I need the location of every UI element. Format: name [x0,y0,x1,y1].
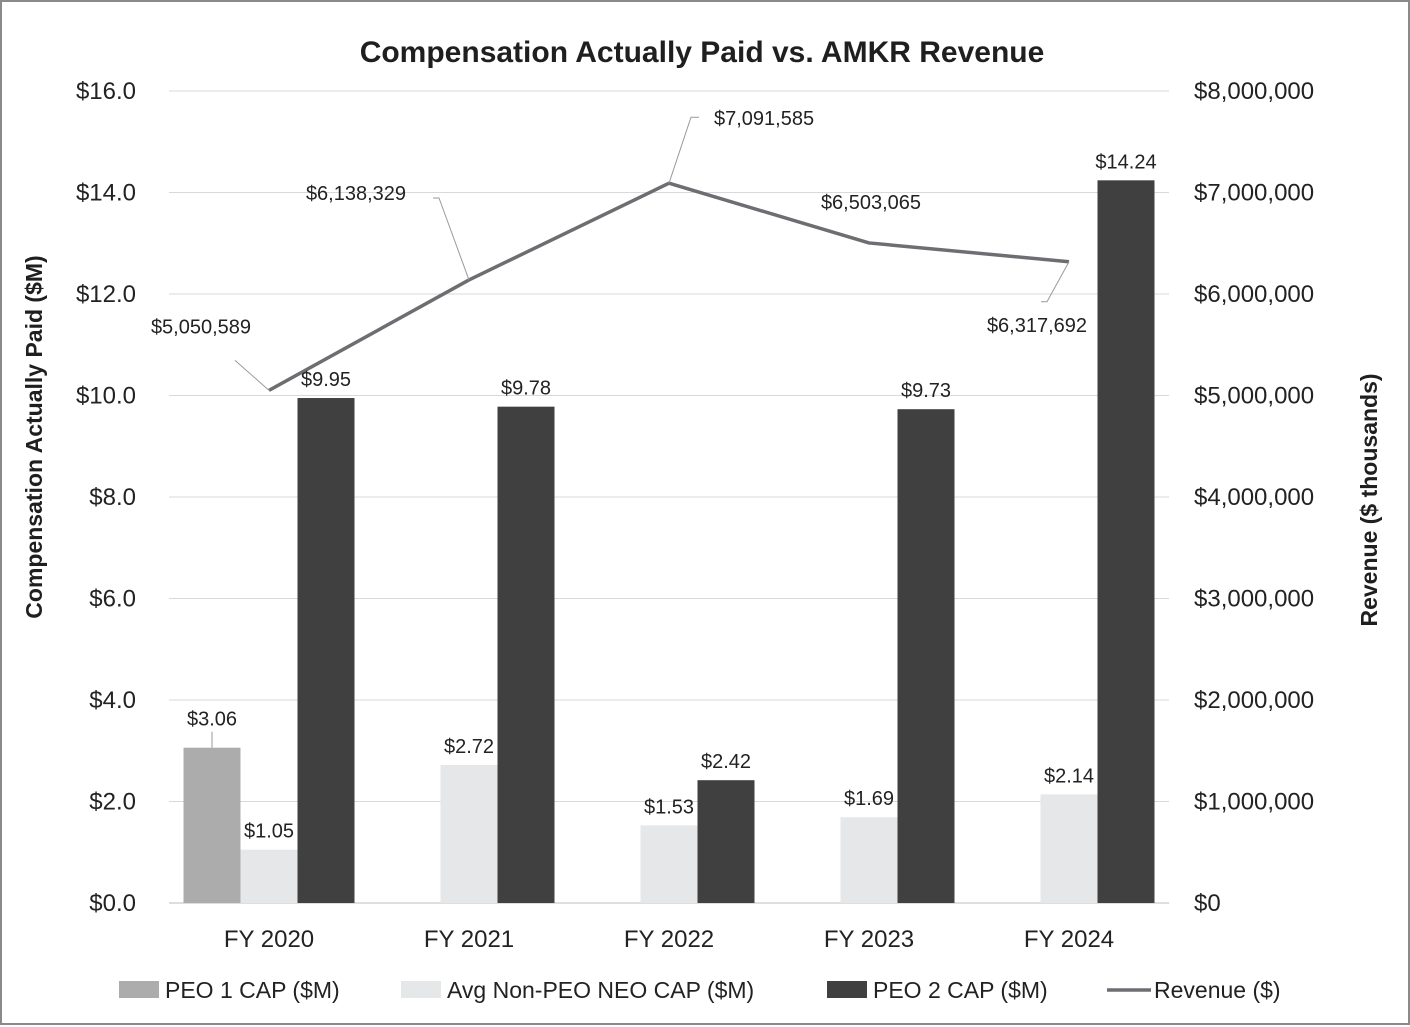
bar-data-label: $3.06 [187,709,237,731]
y-tick-label: $2.0 [89,789,136,816]
x-tick-label: FY 2020 [224,926,314,953]
bar-data-label: $9.95 [301,369,351,391]
line-data-label: $6,138,329 [306,183,406,205]
bar [640,825,698,903]
bar [497,406,555,903]
line-data-label: $6,503,065 [821,192,921,214]
data-label-leader [1041,261,1070,303]
bar-data-label: $2.42 [701,751,751,773]
x-tick-label: FY 2023 [824,926,914,953]
bar [440,764,498,903]
y-tick-label: $14.0 [76,180,136,207]
bar-data-label: $1.69 [844,788,894,810]
bar-data-label: $1.05 [244,821,294,843]
y2-tick-label: $4,000,000 [1194,484,1314,511]
y-tick-label: $6.0 [89,586,136,613]
y-axis-title: Compensation Actually Paid ($M) [21,255,47,618]
y-tick-label: $4.0 [89,687,136,714]
bar-data-label: $1.53 [644,796,694,818]
bar [840,817,898,903]
y2-tick-label: $6,000,000 [1194,281,1314,308]
x-tick-label: FY 2022 [624,926,714,953]
y-tick-label: $16.0 [76,78,136,105]
bar-data-label: $14.24 [1095,151,1156,173]
bar-data-label: $9.73 [901,380,951,402]
y2-tick-label: $0 [1194,890,1221,917]
ticks: $0.0 $0 $2.0 $1,000,000 $4.0 $2,000,000 $6.0 $3… [76,78,1314,953]
line-data-label: $7,091,585 [714,108,814,130]
bar-data-label: $9.78 [501,378,551,400]
y-tick-label: $8.0 [89,484,136,511]
y2-tick-label: $5,000,000 [1194,383,1314,410]
y2-axis-title: Revenue ($ thousands) [1356,373,1382,626]
revenue-line-group [268,181,1070,392]
data-label-leader [433,197,470,281]
legend-label: PEO 1 CAP ($M) [165,977,340,1003]
bar [1097,180,1155,903]
legend-swatch [401,981,441,998]
y2-tick-label: $8,000,000 [1194,78,1314,105]
line-data-label: $6,317,692 [987,315,1087,337]
data-labels: $3.06 $1.05 $9.95 $2.72 $9.78 $1.53 $2.42 $1.69… [151,108,1157,843]
chart-title: Compensation Actually Paid vs. AMKR Reve… [360,36,1045,69]
bar [240,849,298,903]
bar [183,747,241,903]
legend-label: PEO 2 CAP ($M) [873,977,1048,1003]
bar-data-label: $2.72 [444,736,494,758]
line-data-label: $5,050,589 [151,316,251,338]
y2-tick-label: $3,000,000 [1194,586,1314,613]
legend-label: Revenue ($) [1154,977,1281,1003]
legend-label: Avg Non-PEO NEO CAP ($M) [447,977,754,1003]
data-label-leader [234,359,270,391]
legend-swatch [827,981,867,998]
bars [183,180,1155,903]
y-tick-label: $0.0 [89,890,136,917]
legend-swatch [119,981,159,998]
y-tick-label: $12.0 [76,281,136,308]
bar [1040,794,1098,903]
x-tick-label: FY 2024 [1024,926,1114,953]
revenue-line [268,181,1070,392]
bar [897,409,955,903]
bar-data-label: $2.14 [1044,765,1094,787]
bar [297,398,355,903]
x-tick-label: FY 2021 [424,926,514,953]
y2-tick-label: $7,000,000 [1194,180,1314,207]
y2-tick-label: $1,000,000 [1194,789,1314,816]
legend: PEO 1 CAP ($M) Avg Non-PEO NEO CAP ($M) PE… [119,977,1281,1003]
y2-tick-label: $2,000,000 [1194,687,1314,714]
y-tick-label: $10.0 [76,383,136,410]
bar [697,780,755,903]
data-label-leader [668,116,699,184]
